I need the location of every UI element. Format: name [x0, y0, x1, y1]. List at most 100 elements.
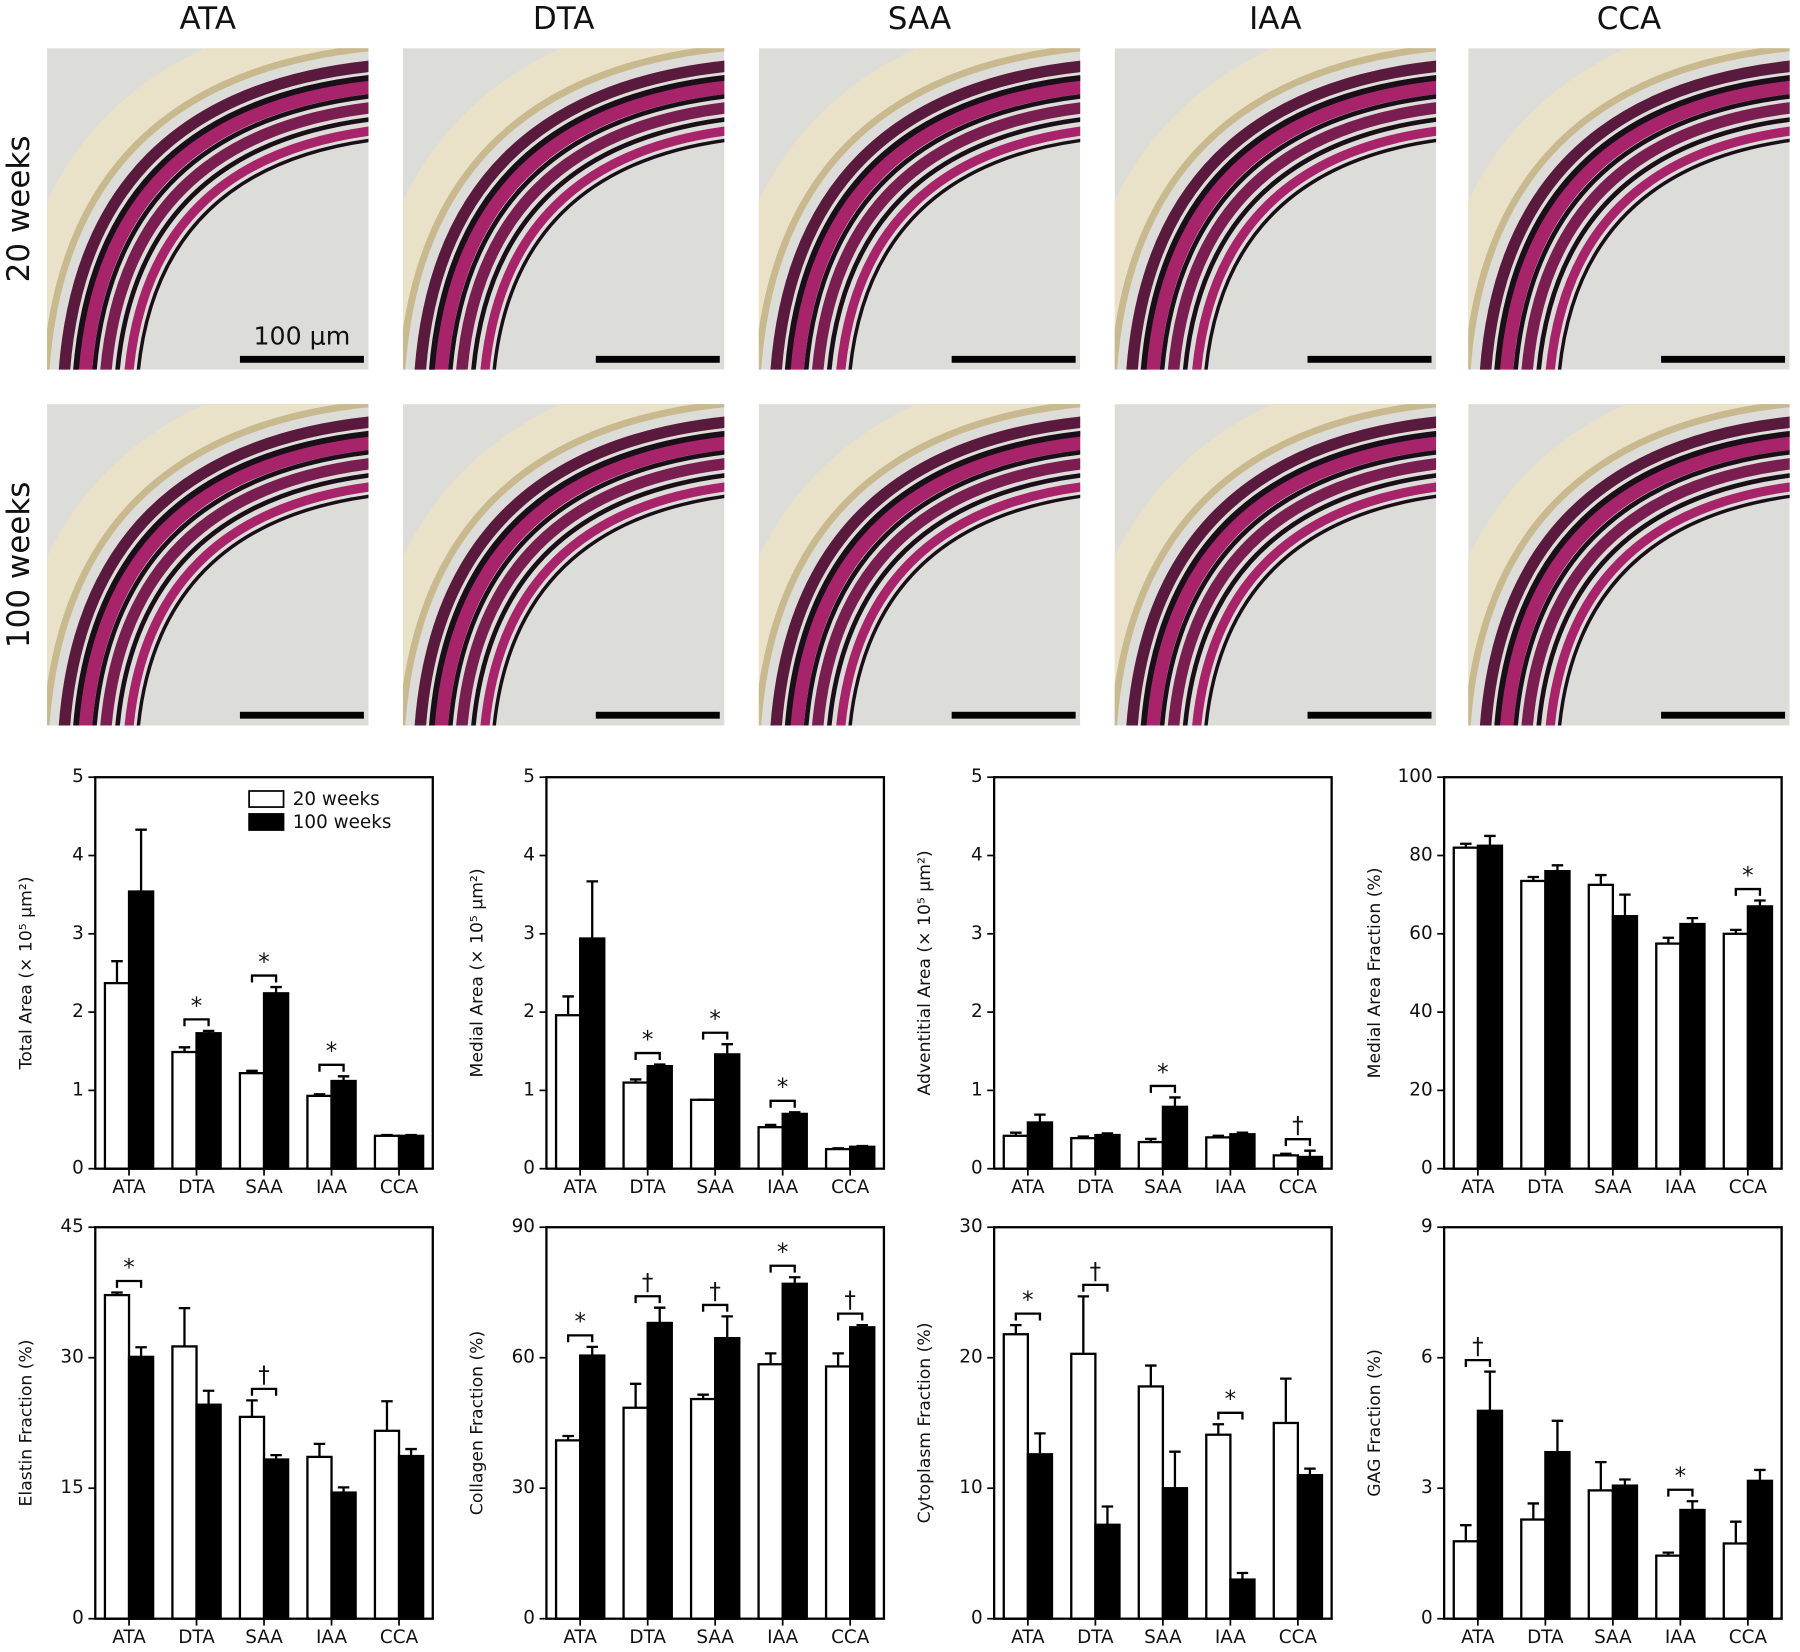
bar	[1544, 1450, 1571, 1620]
bar	[1587, 1489, 1615, 1620]
tissue-layer	[836, 482, 1081, 726]
error-bar	[1730, 1520, 1742, 1544]
x-tick-label: ATA	[1011, 1627, 1045, 1648]
micrograph-content	[1114, 48, 1437, 370]
bar	[1205, 1136, 1232, 1170]
significance-marker: †	[1090, 1259, 1101, 1285]
x-tick-label: ATA	[563, 1627, 597, 1648]
bar	[1229, 1133, 1256, 1170]
x-tick-label: IAA	[316, 1177, 347, 1198]
significance-bracket	[634, 1051, 661, 1060]
x-tick-label: SAA	[696, 1627, 734, 1648]
tissue-layer	[115, 117, 369, 370]
tissue-layer	[73, 75, 369, 370]
bar	[171, 1050, 198, 1170]
tissue-layer	[1536, 473, 1790, 726]
axes-frame	[1442, 1226, 1783, 1620]
tissue-layer	[402, 48, 725, 370]
error-bar	[270, 985, 282, 994]
bar	[330, 1079, 357, 1170]
error-bar	[381, 1400, 393, 1431]
y-tick-label: 40	[1409, 1001, 1432, 1022]
x-tick-label: SAA	[245, 1627, 283, 1648]
error-bar	[1280, 1377, 1292, 1423]
y-tick-label: 2	[523, 1001, 535, 1022]
significance-bracket	[769, 1264, 796, 1273]
bar	[306, 1455, 333, 1620]
x-tick-label: IAA	[1215, 1177, 1246, 1198]
bar	[195, 1403, 222, 1620]
significance-bracket	[318, 1063, 345, 1072]
error-bar	[405, 1133, 417, 1137]
x-tick-label: IAA	[767, 1177, 798, 1198]
tissue-layer	[1204, 494, 1437, 726]
significance-bracket	[183, 1018, 210, 1027]
x-tick-label: SAA	[1594, 1627, 1632, 1648]
error-bar	[1077, 1295, 1090, 1354]
tissue-layer	[1468, 404, 1790, 726]
tissue-layer	[429, 75, 725, 370]
bar	[171, 1345, 198, 1620]
tissue-layer	[784, 75, 1081, 370]
y-tick-label: 20	[959, 1347, 982, 1368]
row-label: 20 weeks	[1, 136, 37, 283]
bar	[1452, 1540, 1480, 1620]
micrograph	[1468, 48, 1790, 370]
error-bar	[586, 1345, 598, 1356]
micrograph	[47, 404, 369, 726]
bar	[238, 1415, 266, 1620]
y-tick-label: 2	[971, 1001, 983, 1022]
y-tick-label: 1	[72, 1079, 84, 1100]
scale-bar	[1307, 355, 1432, 363]
error-bar	[1034, 1432, 1046, 1455]
bar	[554, 1014, 582, 1170]
tissue-layer	[1159, 94, 1437, 370]
error-bar	[111, 1291, 123, 1296]
tissue-layer	[73, 75, 369, 370]
y-axis-label: Medial Area Fraction (%)	[1365, 867, 1385, 1078]
tissue-layer	[136, 494, 369, 726]
tissue-layer	[1494, 430, 1790, 726]
bar	[757, 1126, 784, 1170]
x-tick-label: ATA	[112, 1177, 146, 1198]
error-bar	[562, 995, 574, 1016]
tissue-layer	[100, 102, 369, 370]
y-tick-label: 5	[971, 766, 983, 787]
significance-marker: *	[1742, 863, 1753, 889]
significance-bracket	[1217, 1411, 1244, 1420]
error-bar	[653, 1063, 666, 1067]
bar	[1296, 1474, 1324, 1620]
axes-frame	[545, 1226, 886, 1620]
tissue-layer	[1545, 126, 1790, 370]
tissue-layer	[811, 102, 1081, 370]
tissue-layer	[1192, 482, 1437, 726]
tissue-layer	[124, 482, 369, 726]
tissue-layer	[1167, 102, 1437, 370]
tissue-layer	[124, 126, 369, 370]
tissue-layer	[402, 404, 725, 726]
y-tick-label: 0	[523, 1158, 535, 1179]
error-bar	[1236, 1131, 1249, 1135]
axes-frame	[545, 776, 886, 1170]
tissue-layer	[848, 138, 1081, 370]
scale-bar	[239, 711, 364, 719]
micrograph	[758, 404, 1081, 726]
tissue-layer	[811, 458, 1081, 726]
y-tick-label: 3	[971, 923, 983, 944]
error-bar	[178, 1306, 191, 1347]
significance-marker: †	[258, 1363, 269, 1389]
y-tick-label: 60	[1409, 923, 1432, 944]
x-tick-label: CCA	[831, 1177, 870, 1198]
error-bar	[1527, 1502, 1540, 1520]
tissue-layer	[1557, 494, 1790, 726]
bar	[1161, 1105, 1189, 1170]
column-header: SAA	[888, 1, 951, 37]
tissue-layer	[456, 458, 725, 726]
micrograph	[1468, 404, 1790, 726]
error-bar	[313, 1442, 326, 1457]
micrograph-content	[402, 404, 725, 726]
tissue-layer	[1557, 138, 1790, 370]
x-tick-label: ATA	[1011, 1177, 1045, 1198]
x-tick-label: DTA	[178, 1177, 215, 1198]
